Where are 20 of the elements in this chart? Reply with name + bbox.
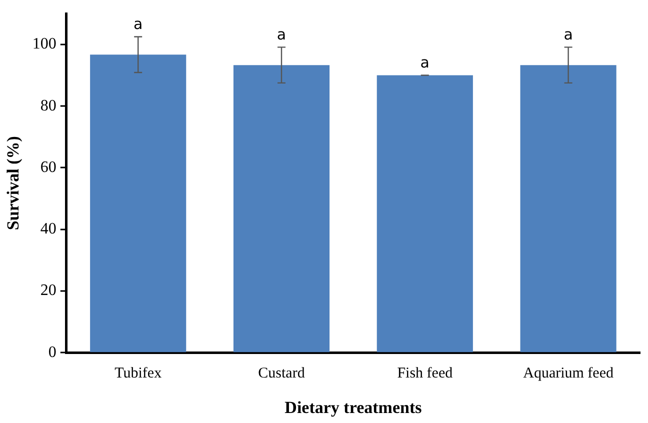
y-tick-label: 100 xyxy=(32,36,56,53)
y-tick-label: 60 xyxy=(40,158,56,176)
y-tick-label: 80 xyxy=(40,97,56,114)
y-tick-label: 40 xyxy=(40,220,56,238)
annotation: a xyxy=(134,15,143,34)
x-tick-label: Fish feed xyxy=(397,366,454,382)
bar xyxy=(520,65,616,352)
x-tick-label: Tubifex xyxy=(114,366,162,382)
y-tick-label: 20 xyxy=(40,282,56,300)
bar xyxy=(233,65,330,352)
x-tick-label: Aquarium feed xyxy=(523,366,614,382)
y-axis-title: Survival (%) xyxy=(4,136,23,230)
annotation: a xyxy=(420,54,430,72)
bar xyxy=(376,75,473,352)
bar xyxy=(90,54,186,352)
annotation: a xyxy=(564,26,573,44)
x-axis-title: Dietary treatments xyxy=(284,398,422,418)
x-tick-label: Custard xyxy=(258,366,306,382)
annotation: a xyxy=(276,26,286,44)
y-tick-label: 0 xyxy=(48,344,56,361)
